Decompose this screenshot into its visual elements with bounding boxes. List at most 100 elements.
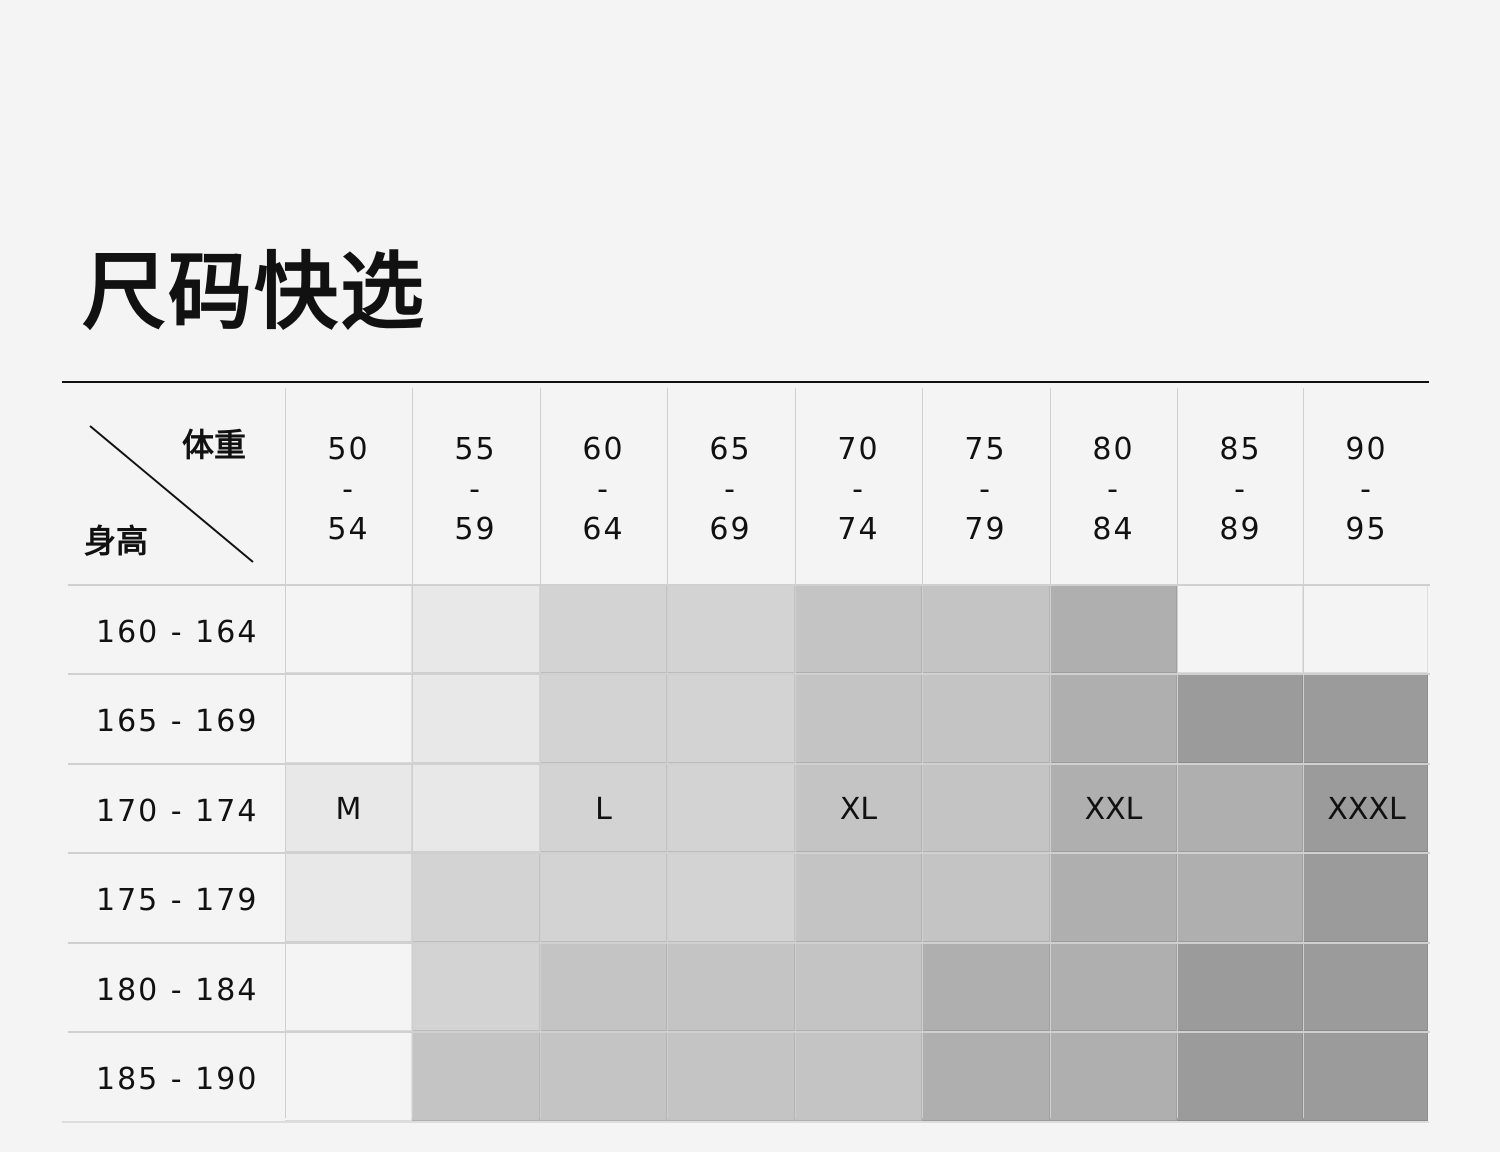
size-cell: [795, 943, 922, 1032]
weight-range-header: 60 - 64: [540, 430, 667, 550]
range-dash: -: [852, 472, 865, 507]
size-cell: [667, 943, 795, 1032]
weight-from: 65: [709, 432, 752, 467]
size-cell: [1303, 853, 1428, 943]
size-cell: [1303, 943, 1428, 1032]
weight-from: 50: [327, 432, 370, 467]
weight-from: 55: [454, 432, 497, 467]
size-cell: [1303, 1032, 1428, 1122]
weight-to: 79: [964, 512, 1007, 547]
weight-from: 85: [1219, 432, 1262, 467]
size-cell: [667, 1032, 795, 1122]
size-cell: [540, 585, 667, 674]
size-cell: [1177, 674, 1303, 764]
height-range-label: 175 - 179: [96, 883, 259, 918]
range-dash: -: [469, 472, 482, 507]
size-cell: [1303, 764, 1428, 853]
column-divider: [412, 388, 413, 1118]
row-divider: [68, 763, 1430, 765]
weight-range-header: 75 - 79: [922, 430, 1049, 550]
size-cell: [540, 853, 667, 943]
size-cell: [922, 674, 1050, 764]
size-cell: [1177, 585, 1303, 674]
size-cell: [922, 943, 1050, 1032]
size-cell: [412, 674, 540, 764]
size-label: XXXL: [1327, 792, 1406, 827]
weight-range-header: 90 - 95: [1303, 430, 1430, 550]
size-label: XXL: [1084, 792, 1143, 827]
weight-to: 69: [709, 512, 752, 547]
size-cell: [285, 674, 412, 764]
corner-diagonal: [89, 425, 254, 563]
row-divider: [68, 673, 1430, 675]
size-cell: [667, 853, 795, 943]
size-cell: [667, 674, 795, 764]
size-cell: [795, 1032, 922, 1122]
size-cell: [1050, 764, 1177, 853]
size-cell: [1177, 1032, 1303, 1122]
table-bottom-rule: [62, 1121, 1429, 1123]
range-dash: -: [1360, 472, 1373, 507]
page-title: 尺码快选: [82, 243, 427, 341]
size-cell: [667, 585, 795, 674]
column-divider: [285, 388, 286, 1118]
height-range-label: 185 - 190: [96, 1062, 259, 1097]
column-divider: [1303, 388, 1304, 1118]
size-cell: [1050, 585, 1177, 674]
size-label: L: [595, 792, 612, 827]
row-divider: [68, 942, 1430, 944]
weight-range-header: 55 - 59: [412, 430, 539, 550]
weight-to: 89: [1219, 512, 1262, 547]
size-cell: [285, 943, 412, 1032]
weight-from: 75: [964, 432, 1007, 467]
size-cell: [922, 853, 1050, 943]
weight-to: 95: [1345, 512, 1388, 547]
column-divider: [667, 388, 668, 1118]
height-header: 身高: [84, 522, 149, 560]
column-divider: [1050, 388, 1051, 1118]
size-cell: [667, 764, 795, 853]
weight-to: 84: [1092, 512, 1135, 547]
size-cell: [1050, 1032, 1177, 1122]
size-cell: [540, 674, 667, 764]
size-label: XL: [839, 792, 878, 827]
height-range-label: 160 - 164: [96, 615, 259, 650]
weight-range-header: 70 - 74: [795, 430, 922, 550]
size-cell: [1177, 764, 1303, 853]
size-cell: [1050, 853, 1177, 943]
size-cell: [540, 943, 667, 1032]
row-divider: [68, 584, 1430, 586]
size-cell: [412, 943, 540, 1032]
size-cell: [1050, 943, 1177, 1032]
table-top-rule: [62, 381, 1429, 383]
size-cell: [412, 1032, 540, 1122]
weight-to: 74: [837, 512, 880, 547]
size-cell: [1177, 943, 1303, 1032]
size-cell: [922, 764, 1050, 853]
weight-range-header: 85 - 89: [1177, 430, 1304, 550]
weight-to: 54: [327, 512, 370, 547]
weight-range-header: 50 - 54: [285, 430, 412, 550]
size-cell: [795, 853, 922, 943]
weight-to: 64: [582, 512, 625, 547]
size-cell: [285, 1032, 412, 1122]
size-cell: [1050, 674, 1177, 764]
size-cell: [922, 1032, 1050, 1122]
weight-to: 59: [454, 512, 497, 547]
range-dash: -: [1107, 472, 1120, 507]
size-cell: [412, 585, 540, 674]
column-divider: [540, 388, 541, 1118]
size-cell: [1303, 674, 1428, 764]
range-dash: -: [724, 472, 737, 507]
size-cell: [412, 853, 540, 943]
size-cell: [412, 764, 540, 853]
row-divider: [68, 852, 1430, 854]
height-range-label: 180 - 184: [96, 973, 259, 1008]
range-dash: -: [1234, 472, 1247, 507]
size-cell: [795, 674, 922, 764]
size-cell: [285, 853, 412, 943]
range-dash: -: [979, 472, 992, 507]
weight-from: 60: [582, 432, 625, 467]
weight-from: 90: [1345, 432, 1388, 467]
size-cell: [1303, 585, 1428, 674]
